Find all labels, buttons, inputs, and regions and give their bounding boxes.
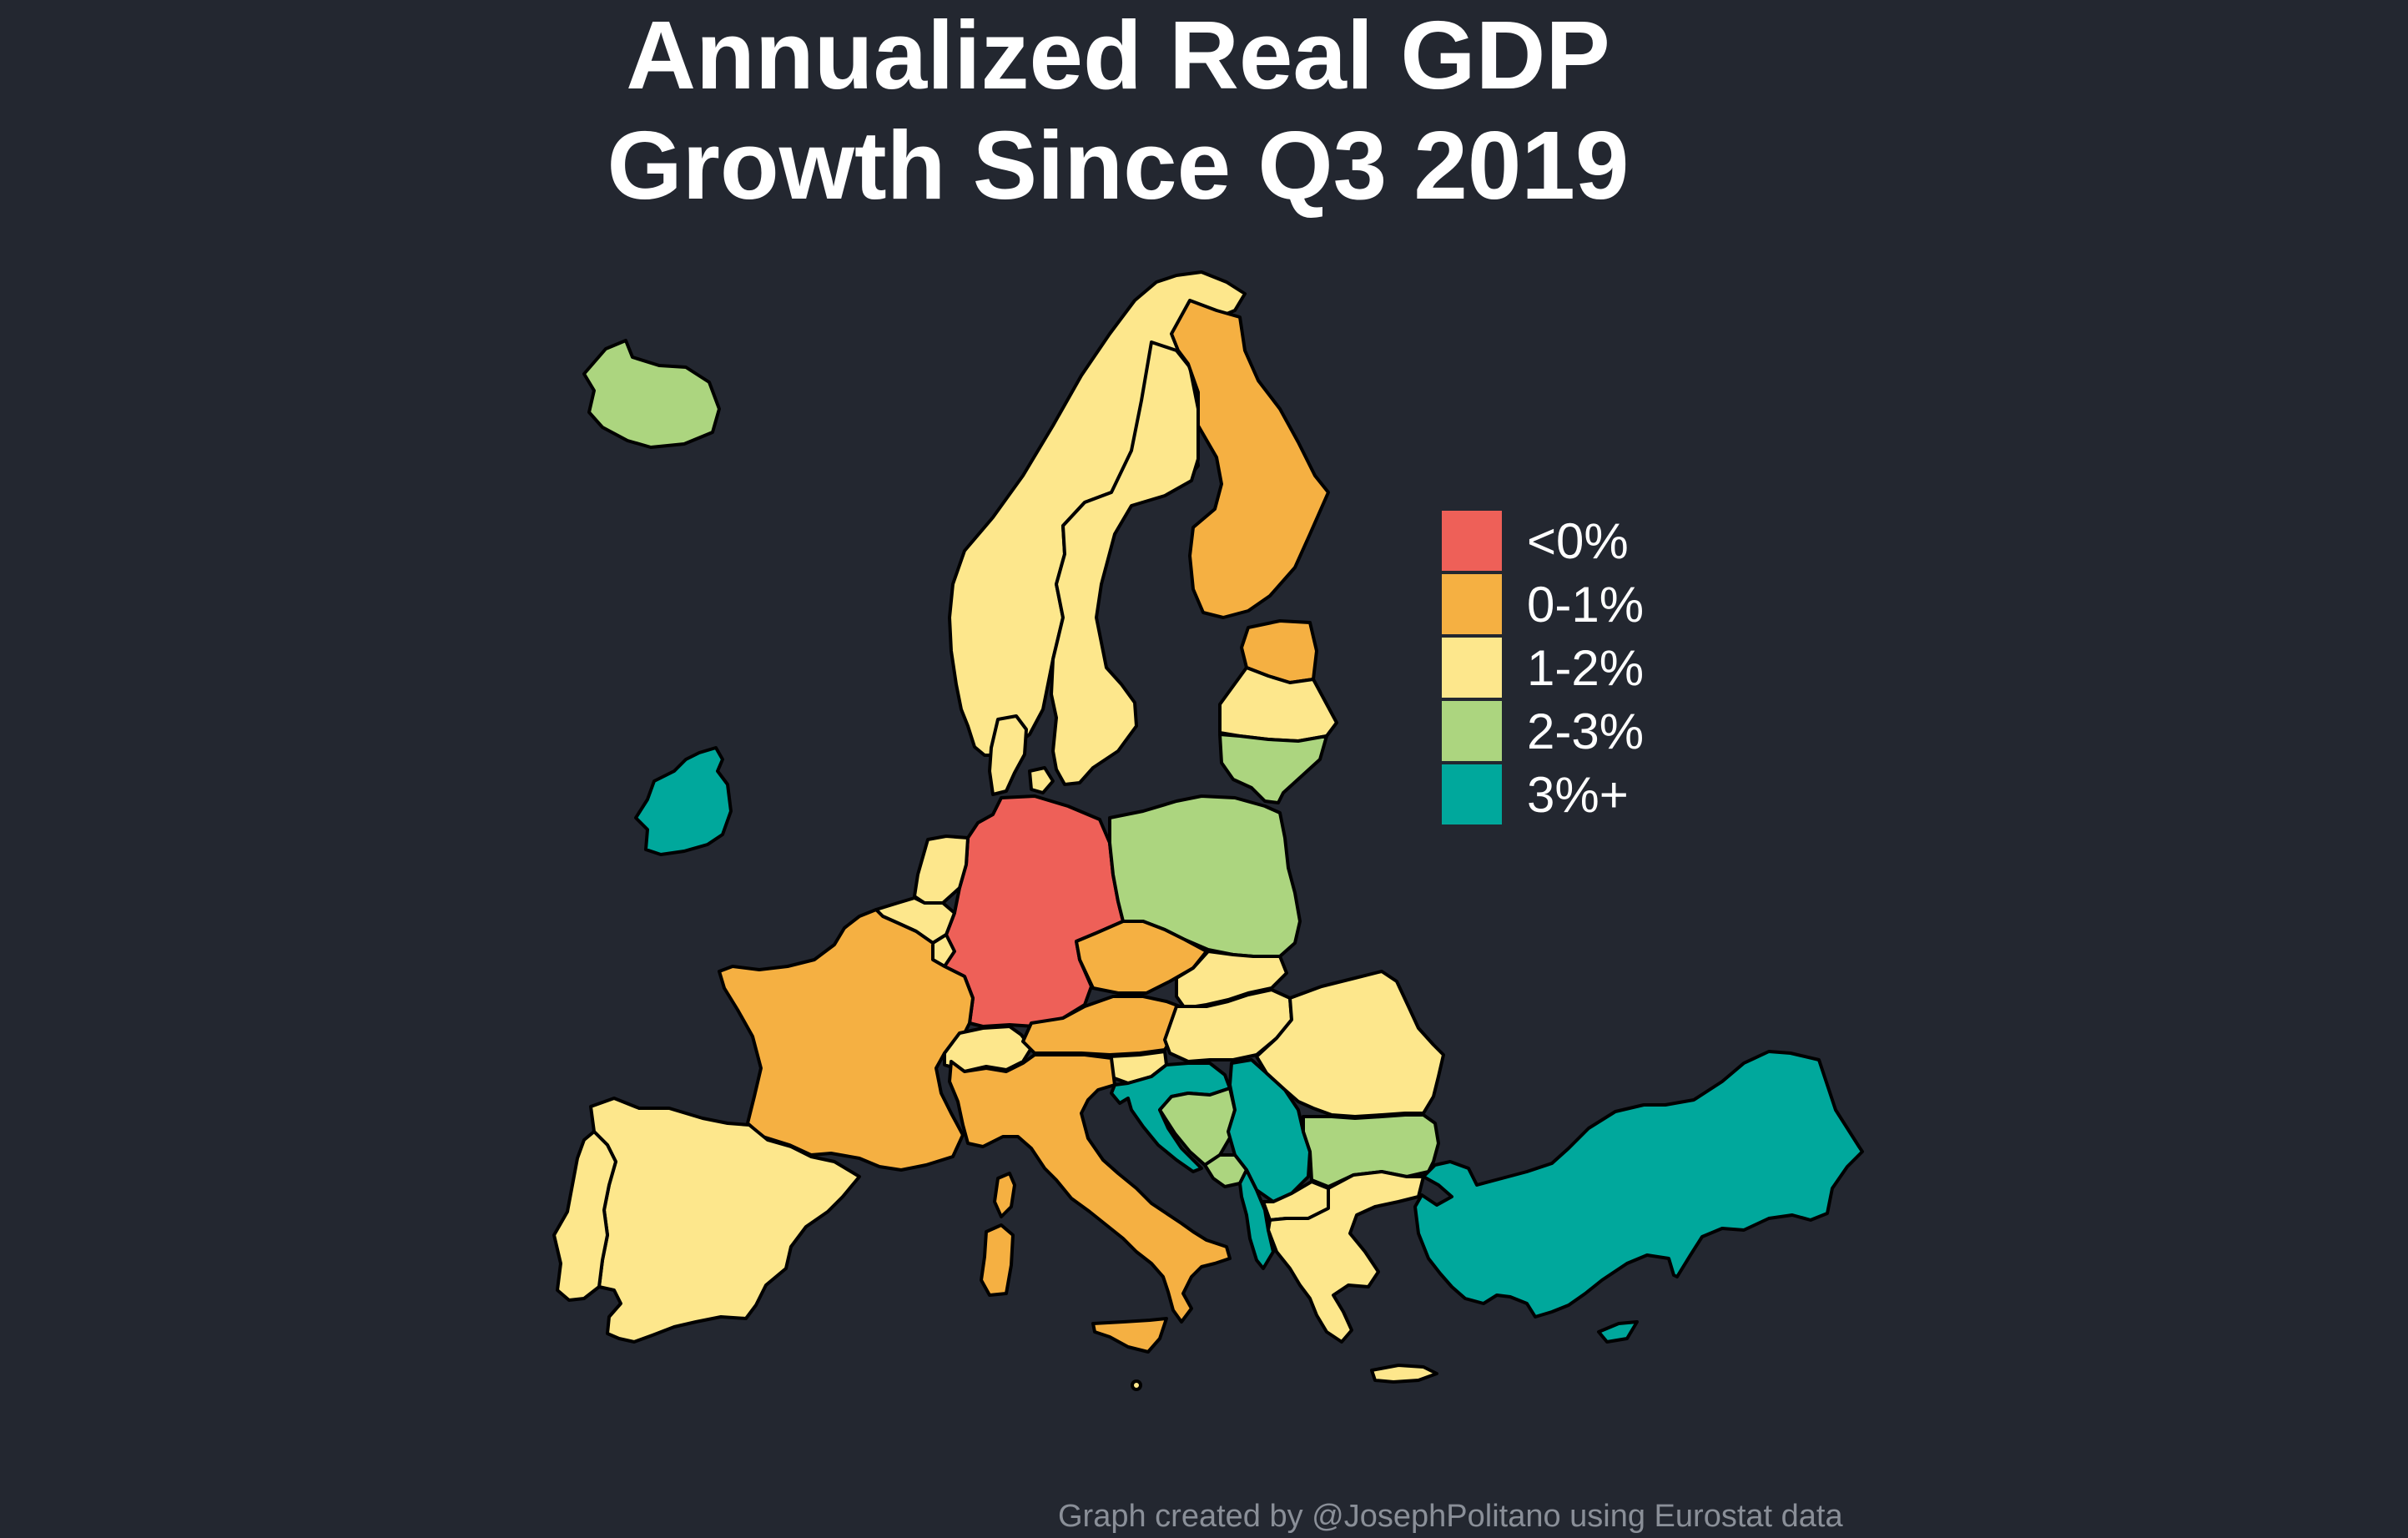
region-iceland: [582, 339, 721, 449]
region-lithuania: [1218, 733, 1328, 804]
region-ireland: [634, 746, 733, 856]
map-legend: <0% 0-1% 1-2% 2-3% 3%+: [1442, 509, 1644, 826]
title-line-2: Growth Since Q3 2019: [607, 111, 1630, 219]
region-denmark-islands: [1028, 766, 1055, 794]
legend-item: <0%: [1442, 509, 1644, 572]
region-poland: [1108, 794, 1302, 958]
legend-label: <0%: [1527, 512, 1629, 569]
legend-swatch: [1442, 574, 1502, 634]
region-greece-crete: [1370, 1364, 1438, 1384]
title-line-1: Annualized Real GDP: [626, 1, 1610, 109]
region-finland: [1170, 299, 1330, 619]
legend-item: 1-2%: [1442, 636, 1644, 699]
region-portugal: [552, 1130, 617, 1302]
region-sweden: [1050, 340, 1200, 786]
region-italy-sardinia: [980, 1223, 1015, 1297]
region-cyprus: [1597, 1320, 1639, 1344]
legend-label: 2-3%: [1527, 703, 1645, 759]
region-latvia: [1218, 666, 1338, 743]
region-denmark: [988, 714, 1028, 796]
legend-label: 1-2%: [1527, 639, 1645, 696]
legend-swatch: [1442, 764, 1502, 824]
legend-item: 3%+: [1442, 763, 1644, 826]
legend-swatch: [1442, 701, 1502, 761]
map-title: Annualized Real GDP Growth Since Q3 2019: [0, 0, 2236, 220]
region-france: [718, 908, 975, 1172]
region-albania: [1238, 1168, 1275, 1270]
source-caption: Graph created by @JosephPolitano using E…: [1058, 1499, 1843, 1534]
region-france-corsica: [993, 1172, 1016, 1218]
legend-item: 2-3%: [1442, 699, 1644, 763]
region-malta: [1131, 1379, 1142, 1391]
legend-label: 0-1%: [1527, 576, 1645, 633]
region-croatia: [1110, 1061, 1232, 1173]
legend-item: 0-1%: [1442, 572, 1644, 636]
legend-swatch: [1442, 638, 1502, 698]
legend-label: 3%+: [1527, 766, 1629, 823]
region-italy-sicily: [1091, 1317, 1168, 1354]
region-greece: [1267, 1170, 1425, 1344]
region-bulgaria: [1302, 1113, 1440, 1188]
region-italy: [948, 1053, 1232, 1324]
legend-swatch: [1442, 511, 1502, 571]
region-turkey: [1413, 1050, 1864, 1319]
region-netherlands: [913, 835, 970, 905]
